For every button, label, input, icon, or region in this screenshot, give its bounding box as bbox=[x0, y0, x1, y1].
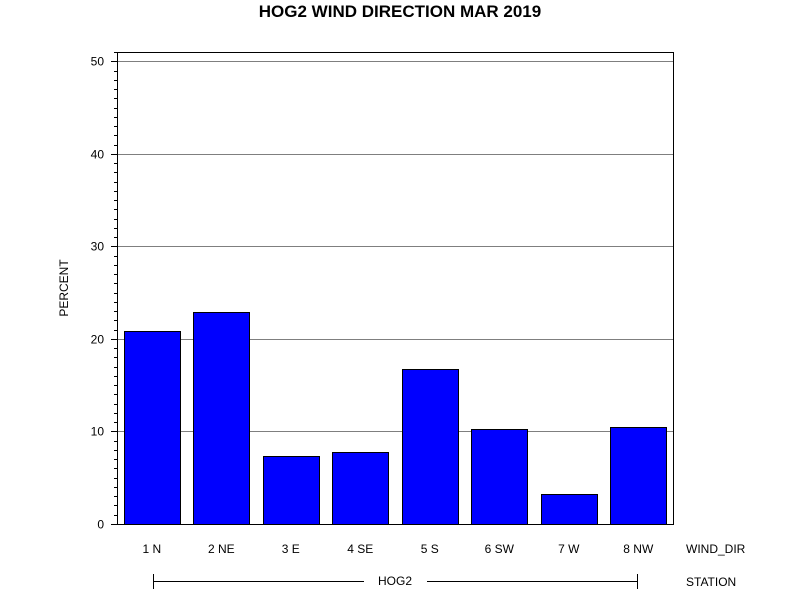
bar-8-nw bbox=[610, 427, 667, 525]
bars bbox=[124, 312, 667, 525]
chart-title: HOG2 WIND DIRECTION MAR 2019 bbox=[259, 2, 541, 21]
group-bracket: HOG2 bbox=[153, 574, 638, 589]
x-axis-label: WIND_DIR bbox=[686, 542, 746, 556]
bar-1-n bbox=[124, 331, 181, 525]
minor-ticks bbox=[114, 52, 117, 516]
plot-frame bbox=[117, 52, 674, 525]
bar-6-sw bbox=[471, 429, 528, 525]
y-tick-label: 10 bbox=[91, 425, 105, 439]
y-tick-label: 0 bbox=[97, 518, 104, 532]
x-tick-label: 6 SW bbox=[485, 542, 515, 556]
y-tick-label: 40 bbox=[91, 148, 105, 162]
bar-3-e bbox=[263, 456, 320, 525]
x-tick-labels: 1 N 2 NE 3 E 4 SE 5 S 6 SW 7 W 8 NW bbox=[142, 542, 654, 556]
y-axis-label: PERCENT bbox=[57, 259, 71, 317]
group-label: HOG2 bbox=[378, 574, 412, 588]
x-tick-label: 2 NE bbox=[208, 542, 235, 556]
y-tick-label: 50 bbox=[91, 55, 105, 69]
major-ticks bbox=[111, 61, 117, 525]
y-tick-label: 20 bbox=[91, 333, 105, 347]
x-tick-label: 4 SE bbox=[347, 542, 373, 556]
bar-5-s bbox=[402, 369, 459, 525]
bar-2-ne bbox=[193, 312, 250, 525]
bar-4-se bbox=[332, 452, 389, 525]
x-tick-label: 8 NW bbox=[623, 542, 654, 556]
group-axis-label: STATION bbox=[686, 575, 736, 589]
y-tick-label: 30 bbox=[91, 240, 105, 254]
x-tick-label: 1 N bbox=[142, 542, 161, 556]
x-tick-label: 7 W bbox=[558, 542, 580, 556]
x-tick-label: 5 S bbox=[421, 542, 439, 556]
y-tick-labels: 0 10 20 30 40 50 bbox=[91, 55, 105, 532]
x-tick-label: 3 E bbox=[282, 542, 300, 556]
bar-7-w bbox=[541, 494, 598, 525]
